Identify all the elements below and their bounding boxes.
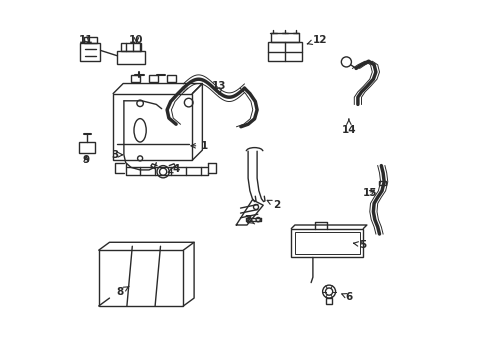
- Bar: [121, 43, 141, 51]
- Bar: [99, 250, 183, 306]
- Text: 13: 13: [212, 81, 226, 94]
- Bar: [131, 75, 140, 82]
- Text: 9: 9: [82, 155, 89, 165]
- Bar: [291, 229, 363, 257]
- Bar: [325, 298, 331, 304]
- Bar: [378, 181, 385, 185]
- Text: 4: 4: [168, 164, 180, 174]
- Text: 8: 8: [117, 286, 129, 297]
- Text: 12: 12: [306, 35, 326, 45]
- Text: 15: 15: [363, 188, 377, 198]
- Bar: [79, 142, 95, 153]
- Bar: [117, 51, 144, 64]
- Text: 7: 7: [244, 215, 254, 225]
- Text: 11: 11: [79, 35, 93, 45]
- Bar: [149, 75, 158, 82]
- Text: 1: 1: [190, 141, 208, 151]
- Text: 14: 14: [341, 119, 355, 135]
- Text: 3: 3: [111, 150, 122, 160]
- Text: 6: 6: [341, 292, 352, 302]
- Bar: [113, 94, 192, 160]
- Bar: [80, 43, 101, 61]
- Bar: [84, 37, 97, 43]
- Bar: [267, 42, 302, 61]
- Bar: [270, 33, 299, 42]
- Text: 10: 10: [129, 35, 143, 45]
- Bar: [294, 232, 359, 254]
- Text: 2: 2: [266, 200, 280, 210]
- Text: 5: 5: [353, 240, 366, 250]
- Bar: [167, 75, 176, 82]
